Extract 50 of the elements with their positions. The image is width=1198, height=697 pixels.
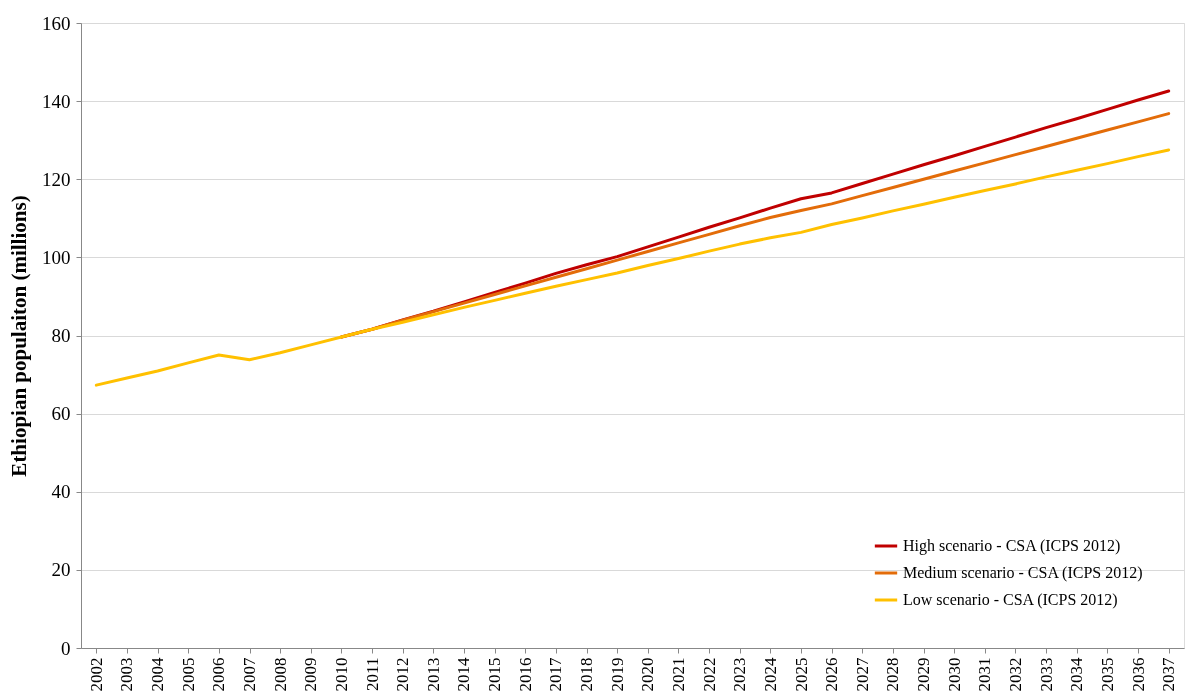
x-tick-label: 2005: [178, 657, 198, 692]
x-tick-label: 2015: [485, 657, 505, 692]
x-tick-label: 2004: [148, 657, 168, 692]
y-tick-label: 60: [51, 403, 71, 425]
line-series: [94, 148, 1171, 387]
x-tick-label: 2029: [914, 657, 934, 692]
legend-label: Low scenario - CSA (ICPS 2012): [903, 591, 1118, 609]
x-tick-label: 2010: [331, 657, 351, 692]
x-tick-label: 2016: [515, 657, 535, 692]
y-tick-label: 100: [42, 246, 71, 268]
x-tick-label: 2009: [301, 657, 321, 692]
legend-label: High scenario - CSA (ICPS 2012): [903, 537, 1121, 555]
x-tick-label: 2027: [852, 657, 872, 692]
y-tick-label: 20: [51, 559, 71, 581]
x-tick-label: 2025: [791, 657, 811, 692]
y-tick-label: 40: [51, 481, 71, 503]
x-tick-label: 2037: [1159, 657, 1179, 692]
x-tick-label: 2031: [975, 657, 995, 692]
x-tick-label: 2003: [117, 657, 137, 692]
x-tick-label: 2034: [1067, 657, 1087, 692]
x-tick-label: 2022: [699, 657, 719, 692]
x-tick-label: 2019: [607, 657, 627, 692]
x-tick-label: 2036: [1128, 657, 1148, 692]
y-tick-label: 80: [51, 325, 71, 346]
x-tick-label: 2030: [944, 657, 964, 692]
y-axis-title: Ethiopian populaiton (millions): [7, 195, 31, 477]
x-tick-label: 2013: [423, 657, 443, 692]
x-tick-label: 2023: [730, 657, 750, 692]
x-tick-label: 2002: [86, 657, 106, 692]
x-tick-label: 2017: [546, 657, 566, 692]
x-tick-label: 2033: [1036, 657, 1056, 692]
x-tick-label: 2026: [822, 657, 842, 692]
x-tick-label: 2014: [454, 657, 474, 692]
x-tick-label: 2035: [1097, 657, 1117, 692]
x-tick-label: 2007: [240, 657, 260, 692]
y-tick-label: 140: [42, 90, 71, 112]
y-tick-label: 0: [61, 637, 71, 659]
x-tick-label: 2012: [393, 657, 413, 692]
y-tick-label: 120: [42, 168, 71, 190]
x-tick-label: 2008: [270, 657, 290, 692]
x-tick-label: 2011: [362, 657, 382, 691]
x-tick-label: 2032: [1005, 657, 1025, 692]
x-tick-label: 2018: [577, 657, 597, 692]
x-tick-label: 2024: [760, 657, 780, 692]
x-tick-label: 2020: [638, 657, 658, 692]
x-tick-label: 2028: [883, 657, 903, 692]
x-tick-label: 2021: [668, 657, 688, 692]
x-tick-label: 2006: [209, 657, 229, 692]
legend-label: Medium scenario - CSA (ICPS 2012): [903, 564, 1143, 582]
y-tick-label: 160: [42, 12, 71, 34]
